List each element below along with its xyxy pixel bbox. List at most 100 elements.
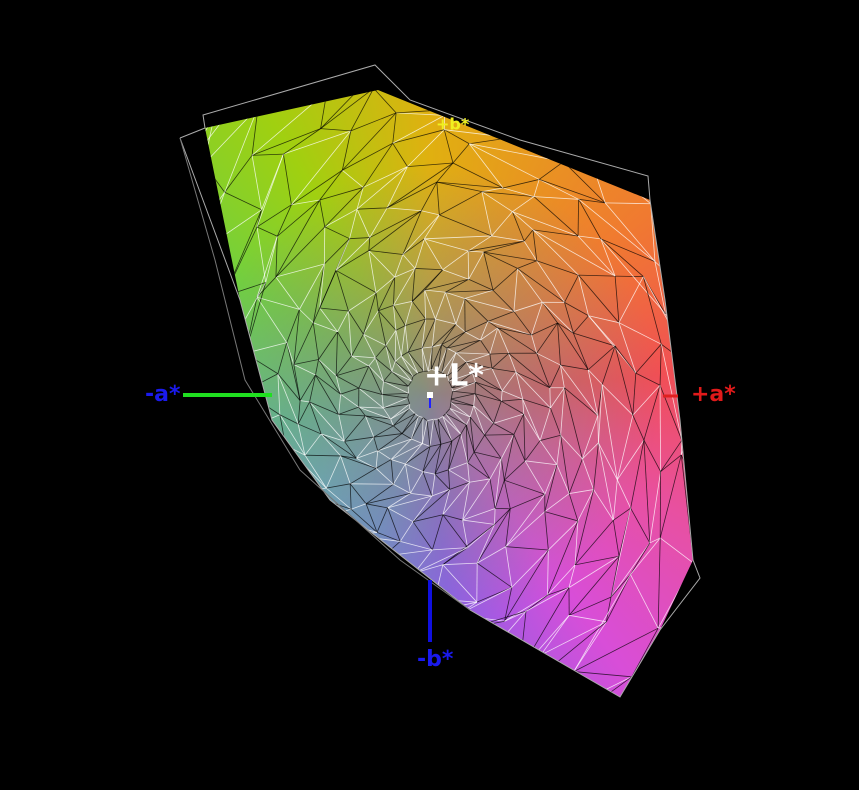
mesh-edge <box>404 463 411 494</box>
mesh-edge <box>451 398 474 407</box>
mesh-edge <box>124 252 148 268</box>
mesh-edge <box>89 501 115 523</box>
mesh-edge <box>309 401 339 415</box>
mesh-edge <box>437 347 448 372</box>
mesh-edge <box>394 355 402 362</box>
mesh-edge <box>738 355 744 414</box>
mesh-edge <box>256 758 349 783</box>
mesh-edge <box>669 90 679 119</box>
mesh-edge <box>464 289 494 299</box>
mesh-edge <box>393 277 396 306</box>
mesh-edge <box>464 654 542 697</box>
mesh-edge <box>383 371 393 382</box>
mesh-edge <box>232 608 271 659</box>
mesh-edge <box>378 276 396 311</box>
mesh-edge <box>319 307 349 312</box>
mesh-edge <box>381 394 384 409</box>
mesh-edge <box>115 523 160 528</box>
mesh-edge <box>205 115 215 165</box>
mesh-edge <box>402 254 416 269</box>
mesh-edge <box>297 401 310 425</box>
mesh-edge <box>436 181 504 189</box>
mesh-edge <box>442 250 469 271</box>
mesh-edge <box>442 416 453 442</box>
mesh-edge <box>109 418 137 480</box>
mesh-edge <box>455 339 481 354</box>
mesh-edge <box>340 455 351 484</box>
mesh-edge <box>494 107 538 137</box>
mesh-edge <box>326 487 352 510</box>
mesh-edge <box>275 263 325 278</box>
mesh-edge <box>494 107 512 138</box>
mesh-edge <box>446 375 450 382</box>
mesh-edge <box>704 149 717 190</box>
mesh-edge <box>447 361 467 377</box>
mesh-edge <box>277 342 288 374</box>
mesh-edge <box>462 519 495 525</box>
mesh-edge <box>390 403 410 420</box>
mesh-edge <box>778 366 811 397</box>
mesh-edge <box>630 574 659 629</box>
mesh-edge <box>442 564 478 603</box>
mesh-edge <box>760 444 763 477</box>
mesh-edge <box>694 491 698 563</box>
mesh-edge <box>473 393 476 406</box>
mesh-edge <box>464 744 541 758</box>
mesh-edge <box>532 229 616 277</box>
mesh-edge <box>128 122 139 174</box>
mesh-edge <box>538 161 564 180</box>
mesh-edge <box>491 235 525 242</box>
mesh-edge <box>232 608 276 618</box>
mesh-edge <box>421 417 424 444</box>
mesh-edge <box>291 130 352 206</box>
mesh-edge <box>513 434 526 461</box>
mesh-edge <box>504 460 526 481</box>
mesh-edge <box>527 654 542 687</box>
mesh-edge <box>373 425 394 438</box>
mesh-edge <box>386 166 408 209</box>
mesh-edge <box>550 387 565 409</box>
mesh-edge <box>464 331 481 341</box>
mesh-edge <box>205 525 233 537</box>
mesh-edge <box>448 372 473 382</box>
mesh-edge <box>422 471 433 497</box>
mesh-edge <box>500 700 584 737</box>
mesh-edge <box>502 179 540 189</box>
mesh-edge <box>114 573 150 604</box>
mesh-edge <box>437 344 443 372</box>
mesh-edge <box>329 581 342 592</box>
mesh-edge <box>283 128 321 155</box>
mesh-edge <box>139 61 183 122</box>
mesh-edge <box>340 387 359 395</box>
mesh-edge <box>473 405 494 424</box>
mesh-edge <box>643 439 661 472</box>
mesh-edge <box>614 345 634 416</box>
mesh-edge <box>341 130 352 171</box>
mesh-edge <box>510 135 537 139</box>
mesh-edge <box>493 423 515 435</box>
mesh-edge <box>466 353 490 363</box>
mesh-edge <box>73 338 79 406</box>
mesh-edge <box>326 90 388 92</box>
mesh-edge <box>377 433 403 452</box>
mesh-edge <box>368 250 377 293</box>
mesh-edge <box>455 352 490 355</box>
mesh-edge <box>578 199 602 240</box>
mesh-edge <box>250 0 357 35</box>
mesh-edge <box>394 330 397 362</box>
mesh-edge <box>487 320 498 329</box>
mesh-edge <box>276 204 292 237</box>
mesh-edge <box>540 700 584 743</box>
mesh-edge <box>512 211 579 237</box>
mesh-edge <box>407 351 419 374</box>
mesh-edge <box>442 489 451 515</box>
mesh-edge <box>328 620 368 645</box>
mesh-edge <box>600 238 656 262</box>
mesh-edge <box>455 323 466 333</box>
mesh-edge <box>256 226 267 283</box>
mesh-edge <box>227 377 243 431</box>
mesh-edge <box>283 130 351 155</box>
mesh-edge <box>223 226 258 297</box>
mesh-edge <box>292 554 342 583</box>
mesh-edge <box>356 209 371 238</box>
